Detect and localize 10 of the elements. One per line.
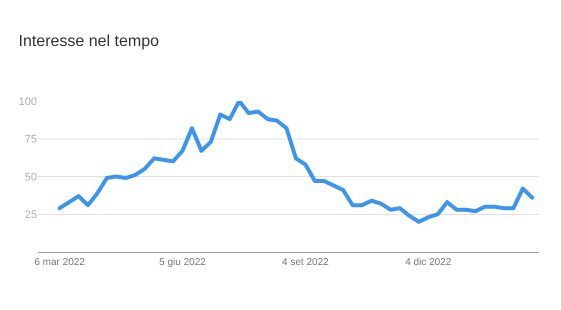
x-tick-label: 5 giu 2022 [159, 257, 206, 268]
line-series [58, 101, 534, 224]
chart-title: Interesse nel tempo [18, 32, 160, 50]
y-tick-label: 25 [24, 209, 37, 222]
x-tick-label: 6 mar 2022 [34, 257, 86, 268]
x-tick-label: 4 set 2022 [282, 257, 330, 268]
x-tick-label: 4 dic 2022 [405, 257, 452, 268]
y-tick-label: 75 [24, 134, 37, 146]
y-tick-label: 100 [18, 96, 37, 108]
y-tick-label: 50 [24, 171, 37, 184]
